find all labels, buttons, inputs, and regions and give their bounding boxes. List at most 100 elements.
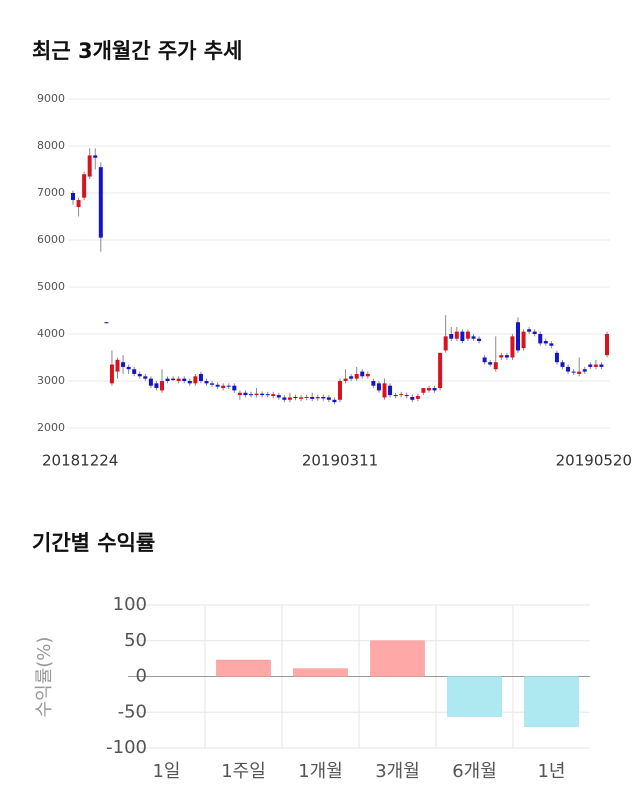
x-tick-label: 1개월 [298, 761, 343, 782]
candle-body [415, 396, 420, 399]
candle-body [404, 395, 409, 397]
candle-body [582, 369, 587, 372]
candle-body [193, 376, 198, 384]
y-tick-label: 0 [136, 666, 147, 687]
y-tick-label: 50 [124, 630, 147, 651]
candle-body [460, 331, 465, 342]
candle-body [121, 362, 126, 367]
candle-body [87, 155, 92, 177]
candle-body [604, 334, 610, 356]
candle-body [354, 373, 359, 379]
candle-body [360, 371, 365, 377]
candle-body [159, 381, 165, 391]
candle-body [510, 336, 515, 358]
bar [447, 676, 502, 717]
x-tick-label: 1주일 [221, 761, 266, 782]
candle-body [426, 388, 432, 391]
candle-body [98, 167, 103, 238]
candle-body [115, 359, 120, 372]
candle-body [215, 384, 220, 387]
candle-body [465, 331, 470, 339]
candle-body [265, 394, 270, 396]
candle-body [310, 396, 315, 399]
candle-body [221, 385, 226, 389]
candle-body [454, 331, 459, 339]
candle-body [304, 396, 309, 398]
candle-body [232, 385, 237, 391]
y-tick-label: 3000 [37, 374, 65, 387]
y-tick-label: -50 [118, 701, 147, 722]
candle-body [226, 385, 231, 387]
y-tick-label: 6000 [37, 233, 65, 246]
candle-body [554, 352, 559, 363]
candle-body [337, 381, 343, 400]
candle-body [260, 393, 265, 396]
bar [293, 668, 348, 677]
candle-body [399, 394, 404, 396]
candle-body [326, 397, 331, 400]
x-tick-label: 1일 [152, 761, 180, 782]
x-tick-label: 20190520 [556, 452, 632, 470]
candle-body [532, 331, 537, 334]
candle-body [560, 362, 565, 367]
candle-body [388, 385, 393, 396]
candle-body [432, 388, 437, 391]
y-axis-label: 수익률(%) [34, 637, 55, 718]
x-tick-label: 20190311 [302, 452, 378, 470]
candle-body [349, 376, 354, 379]
candle-body [165, 378, 170, 381]
x-tick-label: 20181224 [42, 452, 118, 470]
x-tick-label: 3개월 [375, 761, 420, 782]
candle-body [443, 336, 448, 351]
candle-body [477, 338, 482, 342]
candle-body [248, 394, 254, 396]
candle-body [148, 378, 153, 386]
candle-body [70, 193, 76, 201]
chart-title: 최근 3개월간 주가 추세 [32, 39, 242, 63]
candle-body [254, 393, 259, 396]
y-tick-label: -100 [106, 737, 147, 758]
candle-body [371, 381, 376, 386]
candle-body [376, 383, 381, 391]
candle-body [449, 334, 454, 339]
y-tick-label: 100 [113, 594, 147, 615]
y-tick-label: 4000 [37, 327, 65, 340]
candle-body [204, 381, 209, 384]
candle-body [243, 392, 248, 396]
candle-body [171, 378, 176, 381]
candle-body [577, 371, 582, 374]
candle-body [515, 322, 521, 351]
candle-body [438, 352, 443, 389]
candle-body [393, 395, 398, 397]
candle-body [154, 383, 159, 389]
candle-body [82, 174, 87, 198]
candle-body [271, 394, 276, 397]
candle-body [182, 378, 187, 381]
bar [370, 640, 425, 677]
candle-body [282, 397, 287, 400]
y-tick-label: 9000 [37, 92, 65, 105]
candle-body [482, 357, 487, 363]
candle-body [593, 364, 598, 367]
candle-body [571, 371, 576, 373]
bar [216, 659, 271, 677]
candle-body [343, 378, 348, 381]
candle-body [315, 396, 320, 399]
y-tick-label: 2000 [37, 421, 65, 434]
candle-body [332, 399, 337, 403]
candle-body [237, 392, 242, 396]
candle-body [104, 322, 109, 324]
candle-body [132, 369, 137, 374]
candle-body [493, 362, 498, 370]
candle-body [488, 362, 493, 365]
candle-body [198, 373, 203, 381]
candle-body [499, 355, 504, 358]
x-tick-label: 6개월 [452, 761, 497, 782]
x-tick-label: 1년 [537, 761, 565, 782]
candle-body [93, 155, 98, 158]
candle-body [382, 383, 387, 398]
candle-body [299, 397, 304, 399]
candle-body [543, 341, 548, 344]
candle-body [276, 395, 281, 398]
